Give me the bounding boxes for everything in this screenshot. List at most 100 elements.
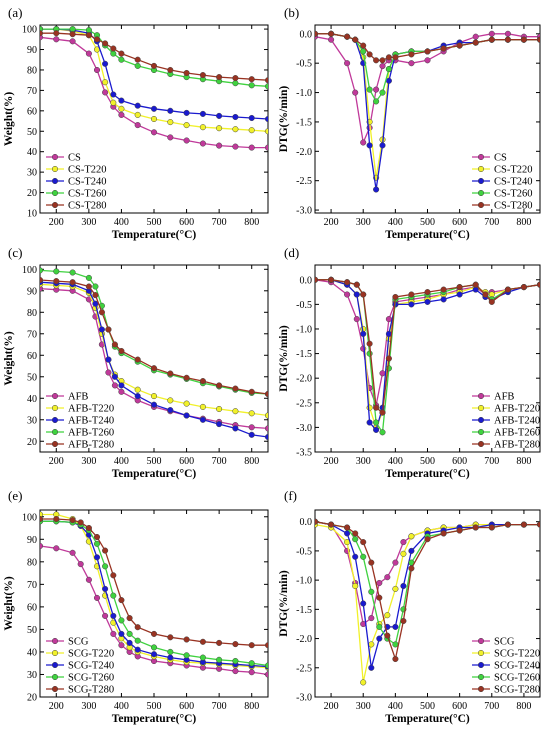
y-tick-label: 40 [27, 147, 37, 158]
x-tick-label: 200 [49, 701, 64, 712]
x-tick-label: 500 [147, 217, 162, 228]
data-point [111, 373, 118, 380]
data-point [504, 286, 511, 293]
legend-swatch-marker [51, 201, 59, 209]
data-point [232, 425, 239, 432]
data-point [134, 62, 141, 69]
data-point [40, 276, 44, 284]
legend-swatch-marker [477, 685, 485, 693]
data-point [118, 97, 125, 104]
data-point [92, 283, 99, 290]
y-tick-label: 90 [27, 45, 37, 56]
data-point [385, 54, 392, 61]
data-point [93, 66, 101, 74]
data-point [150, 365, 158, 372]
data-point [150, 393, 158, 400]
legend-entry: SCG-T220 [494, 649, 540, 660]
data-point [520, 36, 527, 43]
y-tick-label: 0.0 [300, 517, 313, 528]
data-point [248, 410, 255, 417]
data-point [379, 409, 386, 416]
legend-entry: SCG-T260 [68, 673, 114, 684]
y-tick-label: -2.5 [296, 398, 312, 409]
data-point [373, 57, 380, 64]
data-point [366, 404, 373, 411]
data-point [360, 48, 367, 55]
data-point [199, 654, 206, 661]
data-point [199, 378, 206, 385]
legend-swatch-marker [477, 153, 485, 161]
data-point [385, 66, 392, 73]
data-point [408, 565, 415, 572]
x-axis-label: Temperature(°C) [385, 713, 470, 725]
data-point [488, 30, 495, 37]
data-point [352, 36, 359, 43]
data-point [53, 268, 60, 275]
data-point [344, 524, 351, 531]
y-tick-label: -0.5 [296, 300, 312, 311]
data-point [150, 115, 158, 123]
y-tick-label: -3.5 [296, 448, 312, 459]
data-point [232, 143, 239, 150]
data-point [85, 32, 92, 39]
data-point [379, 63, 386, 70]
panel-label: (a) [8, 5, 22, 20]
x-tick-label: 200 [49, 456, 64, 467]
data-point [232, 668, 239, 675]
data-point [472, 524, 479, 531]
data-point [366, 142, 373, 149]
legend-swatch-marker [477, 649, 485, 657]
data-point [150, 62, 158, 69]
chart-panel-f: (f) 200 300 400 500 600 700 800 0.0 -0.5 -1.0 -1.5 -… [278, 488, 541, 725]
data-point [488, 298, 495, 305]
legend-entry: CS-T220 [494, 165, 533, 176]
x-tick-label: 200 [324, 456, 339, 467]
data-point [199, 110, 206, 117]
y-tick-label: -1.5 [296, 349, 312, 360]
data-point [392, 559, 399, 566]
data-point [400, 550, 407, 557]
data-point [150, 630, 158, 637]
x-tick-label: 600 [452, 701, 467, 712]
legend-entry: CS [68, 153, 81, 164]
legend-entry: SCG-T240 [494, 661, 540, 672]
x-tick-label: 300 [81, 456, 96, 467]
data-point [344, 279, 351, 286]
data-point [69, 279, 76, 286]
legend-entry: AFB-T240 [494, 416, 540, 427]
legend-entry: AFB-T220 [494, 404, 540, 415]
legend-entry: CS-T260 [68, 189, 107, 200]
data-point [93, 36, 101, 43]
data-point [248, 127, 255, 134]
x-tick-label: 400 [388, 456, 403, 467]
data-point [408, 51, 415, 58]
data-point [366, 419, 373, 426]
panel-label: (b) [284, 5, 299, 20]
legend-entry: CS [494, 153, 507, 164]
data-point [440, 530, 447, 537]
data-point [118, 382, 125, 389]
legend-entry: AFB-T260 [494, 428, 540, 439]
data-point [400, 539, 407, 546]
data-point [379, 429, 386, 436]
x-tick-label: 500 [147, 701, 162, 712]
y-tick-label: 50 [27, 127, 37, 138]
chart-panel-e: (e) 200 300 400 500 600 700 800 20 30 40 50 60 70 80 90… [3, 488, 269, 725]
legend-entry: CS-T220 [68, 165, 107, 176]
data-point [118, 388, 125, 395]
y-tick-label: -1.5 [296, 117, 312, 128]
data-point [183, 122, 190, 129]
legend-swatch-marker [51, 177, 59, 185]
y-tick-label: 50 [27, 625, 37, 636]
legend-entry: SCG-T260 [494, 673, 540, 684]
legend-entry: AFB-T240 [68, 416, 114, 427]
data-point [199, 638, 206, 645]
data-point [264, 642, 268, 649]
x-tick-label: 200 [324, 217, 339, 228]
data-point [105, 326, 112, 333]
data-point [379, 142, 386, 149]
x-axis-label: Temperature(°C) [112, 713, 197, 725]
y-tick-label: -2.0 [296, 374, 312, 385]
data-point [408, 533, 415, 540]
